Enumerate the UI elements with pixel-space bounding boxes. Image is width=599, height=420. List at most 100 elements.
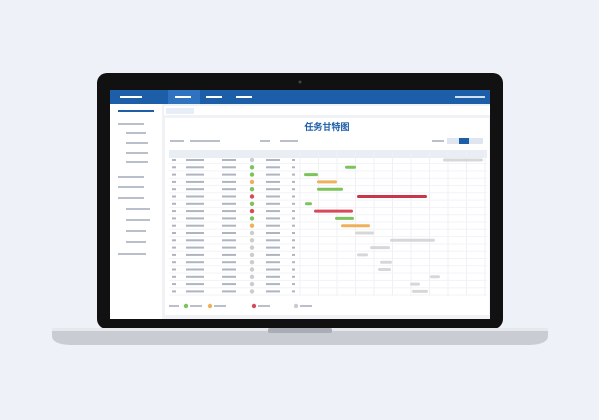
text-placeholder xyxy=(455,96,485,98)
cell-placeholder xyxy=(222,188,236,191)
cell-placeholder xyxy=(266,202,280,205)
cell-placeholder xyxy=(266,180,280,183)
text-placeholder xyxy=(126,152,148,154)
gantt-bar[interactable] xyxy=(380,260,392,264)
text-placeholder xyxy=(260,140,270,142)
cell-placeholder xyxy=(266,261,280,264)
tab[interactable] xyxy=(166,108,194,114)
cell-placeholder xyxy=(186,268,204,271)
status-dot xyxy=(249,274,255,279)
text-placeholder xyxy=(120,96,142,98)
status-dot xyxy=(249,267,255,272)
cell-placeholder xyxy=(186,283,204,286)
top-nav xyxy=(110,90,490,104)
text-placeholder xyxy=(206,96,222,98)
gantt-bar[interactable] xyxy=(335,216,354,220)
view-toggle-active[interactable] xyxy=(459,138,469,144)
cell-placeholder xyxy=(292,283,295,286)
legend-dot xyxy=(251,303,257,309)
cell-placeholder xyxy=(266,173,280,176)
laptop-base xyxy=(52,328,548,345)
gantt-bar[interactable] xyxy=(317,187,343,191)
cell-placeholder xyxy=(266,166,280,169)
gantt-bar[interactable] xyxy=(412,289,428,293)
text-placeholder xyxy=(236,96,252,98)
gantt-bar[interactable] xyxy=(378,268,391,271)
cell-placeholder xyxy=(172,283,176,286)
text-placeholder xyxy=(190,140,220,142)
text-placeholder xyxy=(126,219,150,221)
gantt-bar[interactable] xyxy=(314,209,353,213)
cell-placeholder xyxy=(222,217,236,220)
cell-placeholder xyxy=(222,210,236,213)
cell-placeholder xyxy=(266,246,280,249)
gantt-bar[interactable] xyxy=(317,180,337,184)
text-placeholder xyxy=(126,132,146,134)
cell-placeholder xyxy=(222,195,236,198)
cell-placeholder xyxy=(172,290,176,293)
cell-placeholder xyxy=(222,202,236,205)
cell-placeholder xyxy=(186,217,204,220)
gantt-bar[interactable] xyxy=(410,282,420,286)
cell-placeholder xyxy=(266,283,280,286)
text-placeholder xyxy=(118,197,144,199)
cell-placeholder xyxy=(172,232,176,234)
cell-placeholder xyxy=(186,159,204,161)
gantt-bar[interactable] xyxy=(370,246,390,250)
cell-placeholder xyxy=(172,195,176,198)
text-placeholder xyxy=(300,305,312,307)
cell-placeholder xyxy=(292,195,295,198)
cell-placeholder xyxy=(292,159,295,161)
cell-placeholder xyxy=(266,268,280,271)
gantt-bar[interactable] xyxy=(357,253,368,257)
status-dot xyxy=(249,201,255,206)
legend-dot xyxy=(293,303,299,309)
cell-placeholder xyxy=(266,290,280,293)
status-dot xyxy=(249,238,255,243)
cell-placeholder xyxy=(172,275,176,278)
gantt-bar[interactable] xyxy=(357,195,427,198)
cell-placeholder xyxy=(292,173,295,176)
cell-placeholder xyxy=(186,224,204,227)
cell-placeholder xyxy=(186,290,204,293)
cell-placeholder xyxy=(186,210,204,213)
text-placeholder xyxy=(214,305,226,307)
cell-placeholder xyxy=(222,232,236,234)
panel-title: 任务甘特图 xyxy=(303,121,349,133)
cell-placeholder xyxy=(186,173,204,176)
cell-placeholder xyxy=(292,224,295,227)
gantt-bar[interactable] xyxy=(443,158,483,162)
cell-placeholder xyxy=(292,261,295,264)
cell-placeholder xyxy=(222,224,236,227)
cell-placeholder xyxy=(172,224,176,227)
legend-bar xyxy=(165,298,489,315)
gantt-bar[interactable] xyxy=(304,173,318,177)
cell-placeholder xyxy=(222,268,236,271)
status-dot xyxy=(249,230,255,236)
text-placeholder xyxy=(169,305,179,307)
gantt-bar[interactable] xyxy=(305,202,312,206)
status-dot xyxy=(249,289,255,294)
gantt-bar[interactable] xyxy=(341,224,370,228)
cell-placeholder xyxy=(186,180,204,183)
cell-placeholder xyxy=(186,166,204,169)
gantt-bar[interactable] xyxy=(430,275,440,279)
cell-placeholder xyxy=(172,253,176,256)
cell-placeholder xyxy=(172,210,176,213)
text-placeholder xyxy=(126,142,148,144)
status-dot xyxy=(249,165,255,170)
tab-bar xyxy=(164,106,490,115)
status-dot xyxy=(249,172,255,177)
text-placeholder xyxy=(118,176,144,178)
gantt-bar[interactable] xyxy=(355,231,374,235)
gantt-bar[interactable] xyxy=(390,238,435,242)
gantt-bar[interactable] xyxy=(345,165,356,169)
text-placeholder xyxy=(432,140,444,142)
cell-placeholder xyxy=(292,217,295,220)
cell-placeholder xyxy=(222,159,236,161)
cell-placeholder xyxy=(266,159,280,161)
cell-placeholder xyxy=(266,188,280,191)
cell-placeholder xyxy=(292,202,295,205)
